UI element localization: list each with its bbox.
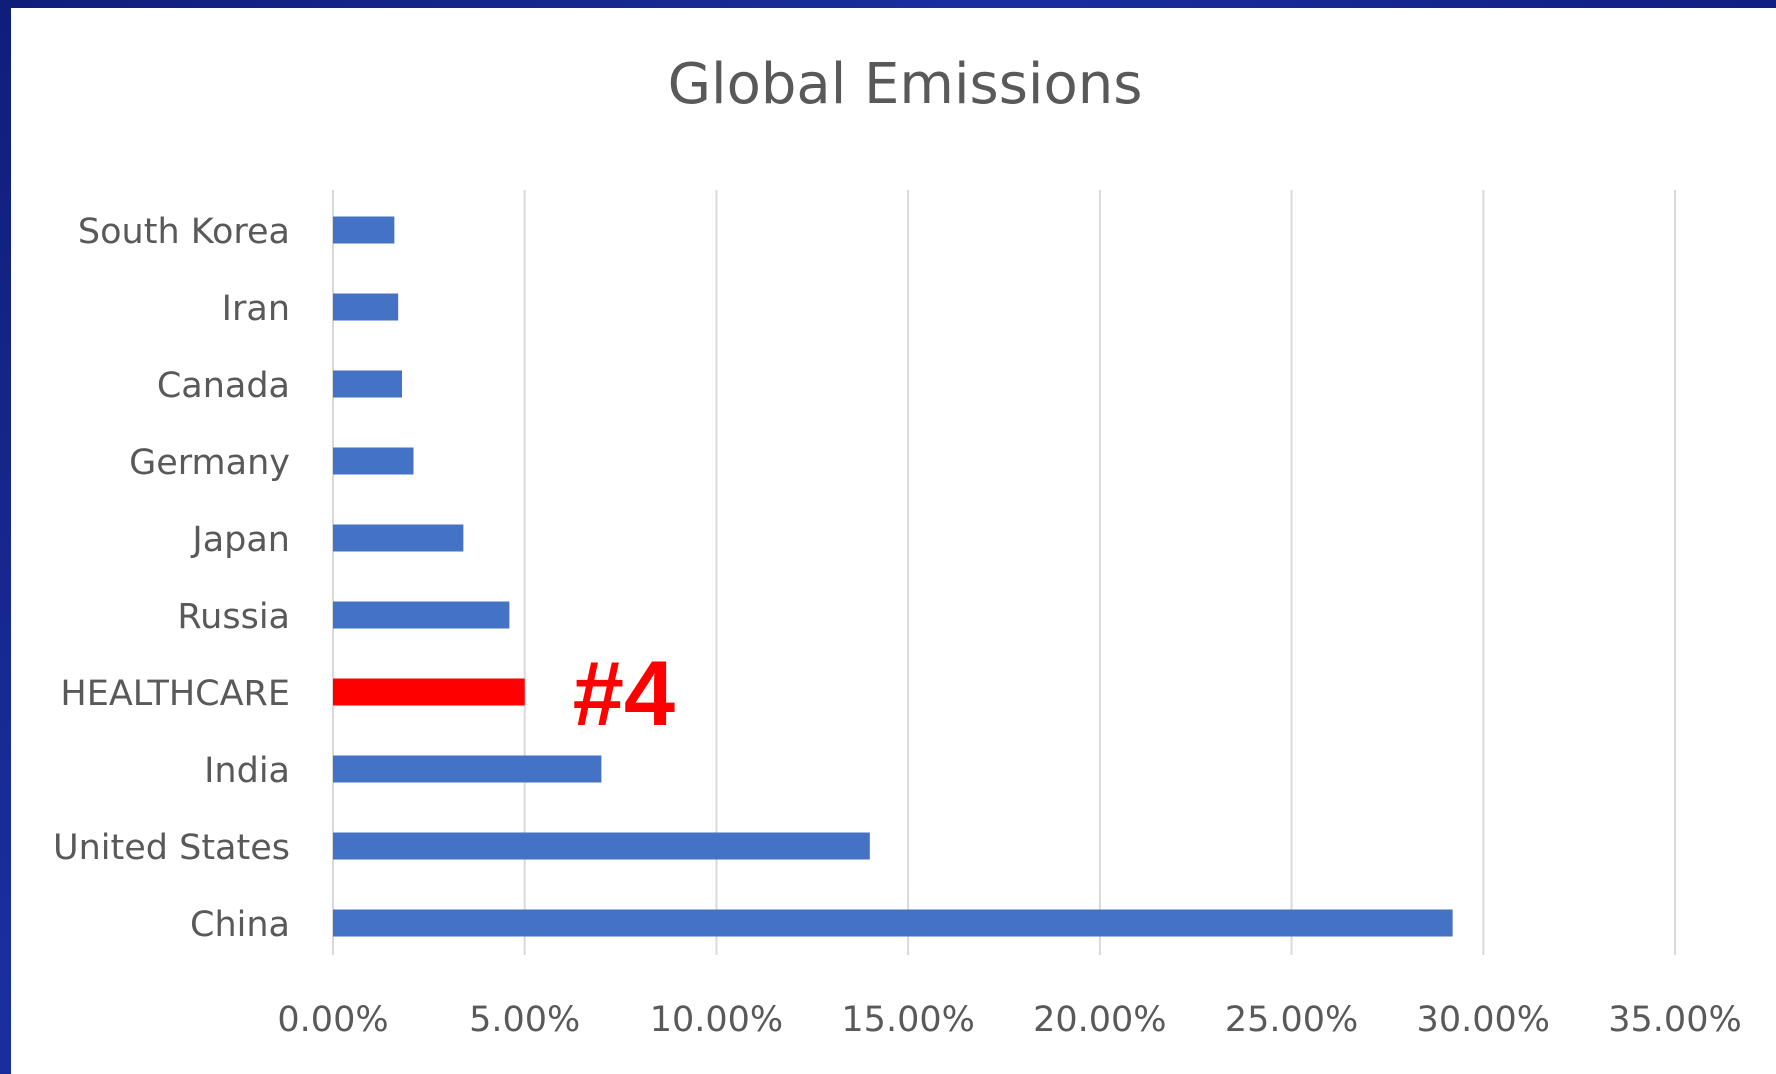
gridlines (332, 190, 1676, 955)
bar-south-korea (333, 216, 395, 244)
rank-annotation: #4 (573, 643, 675, 745)
x-tick-label-2: 10.00% (650, 1000, 783, 1040)
bar-japan (333, 524, 464, 552)
category-label-germany: Germany (129, 443, 290, 483)
bar-china (333, 909, 1453, 937)
category-label-united-states: United States (53, 828, 290, 868)
x-tick-label-1: 5.00% (469, 1000, 580, 1040)
x-tick-label-0: 0.00% (277, 1000, 388, 1040)
x-tick-label-5: 25.00% (1225, 1000, 1358, 1040)
category-label-russia: Russia (177, 597, 290, 637)
bar-united-states (333, 832, 870, 860)
category-labels: China United States India HEALTHCARE Russia J… (53, 212, 290, 945)
bars (333, 216, 1453, 937)
tick-labels: 0.00% 5.00% 10.00% 15.00% 20.00% 25.00% 30.00%… (277, 1000, 1741, 1040)
category-label-iran: Iran (222, 289, 290, 329)
category-label-canada: Canada (157, 366, 290, 406)
x-tick-label-7: 35.00% (1608, 1000, 1741, 1040)
x-tick-label-6: 30.00% (1417, 1000, 1550, 1040)
chart-title: Global Emissions (667, 52, 1143, 117)
category-label-china: China (190, 905, 290, 945)
category-label-japan: Japan (190, 520, 290, 560)
bar-russia (333, 601, 510, 629)
x-tick-label-4: 20.00% (1033, 1000, 1166, 1040)
bar-canada (333, 370, 403, 398)
category-label-healthcare: HEALTHCARE (60, 674, 290, 714)
bar-india (333, 755, 602, 783)
bar-germany (333, 447, 414, 475)
category-label-india: India (204, 751, 290, 791)
bar-healthcare (333, 678, 525, 706)
annotations: #4 (573, 643, 675, 745)
bar-iran (333, 293, 399, 321)
chart-panel (11, 8, 1776, 1074)
x-tick-label-3: 15.00% (841, 1000, 974, 1040)
category-label-south-korea: South Korea (78, 212, 290, 252)
